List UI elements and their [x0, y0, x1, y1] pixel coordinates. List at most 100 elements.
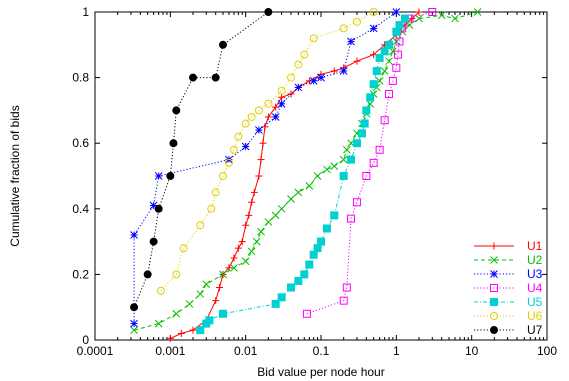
- series-u6: [156, 8, 378, 295]
- series-u5-point: [385, 40, 394, 49]
- series-u2-point: [313, 172, 322, 180]
- series-u2-point: [294, 188, 303, 197]
- series-u6-point: [224, 158, 233, 167]
- series-u2-point: [380, 67, 389, 75]
- series-u4-point: [395, 37, 404, 46]
- series-u6-point: [196, 221, 205, 230]
- series-u2-point: [202, 280, 211, 289]
- legend-marker: [490, 298, 498, 306]
- series-u1-point: [225, 264, 233, 272]
- legend-label: U3: [527, 267, 543, 281]
- series-u1-point: [257, 156, 265, 164]
- series-u2-point: [264, 218, 273, 226]
- series-u1-point: [264, 113, 272, 121]
- series-u2-point: [405, 21, 414, 29]
- series-u5-point: [309, 250, 318, 259]
- series-u6-point: [352, 17, 361, 26]
- series-u1-point: [278, 93, 286, 101]
- legend-marker: [490, 270, 498, 278]
- series-u7-point: [264, 8, 273, 16]
- series-u3-point: [154, 172, 163, 180]
- series-u5-point: [366, 93, 375, 102]
- series-u5-line: [199, 18, 406, 331]
- legend-label: U1: [527, 239, 543, 253]
- y-tick-label: 0.4: [72, 202, 89, 216]
- series-u2-point: [257, 227, 265, 236]
- series-u1-point: [415, 8, 423, 16]
- series-u2-point: [389, 47, 397, 56]
- series-u7-line: [133, 11, 269, 308]
- series-u2-point: [185, 300, 194, 308]
- series-u4-point: [302, 309, 311, 318]
- series-u3-point: [241, 142, 250, 151]
- series-u2-line: [133, 11, 478, 331]
- series-u6-point: [247, 112, 256, 121]
- series-u2-point: [277, 204, 286, 213]
- legend-item-u7: U7: [474, 323, 543, 337]
- series-u6-point: [172, 270, 181, 279]
- series-u1-point: [177, 329, 185, 337]
- series-u3-point: [271, 113, 280, 121]
- series-u4-point: [339, 296, 348, 305]
- series-u2-point: [196, 290, 205, 298]
- series-u3-point: [339, 67, 348, 75]
- series-u5-point: [322, 224, 331, 233]
- series-u1-point: [242, 221, 250, 229]
- series-u1-point: [255, 172, 263, 180]
- series-u2-point: [271, 211, 280, 220]
- legend-marker: [490, 326, 498, 334]
- series-u5-point: [218, 309, 227, 318]
- series-u5-point: [360, 119, 369, 128]
- legend-item-u2: U2: [474, 253, 543, 267]
- x-tick-label: 10: [465, 344, 479, 358]
- series-u3-point: [369, 24, 378, 33]
- series-u6-point: [156, 286, 165, 295]
- series-u5-point: [205, 316, 214, 325]
- series-u1-point: [238, 238, 246, 246]
- series-u5-point: [357, 129, 366, 138]
- series-u7-point: [149, 237, 158, 246]
- series-u2-point: [473, 8, 482, 16]
- x-tick-label: 0.001: [155, 344, 185, 358]
- series-u2-point: [305, 181, 314, 190]
- series-u5-point: [346, 155, 355, 164]
- series-u2-point: [451, 14, 459, 23]
- y-tick-label: 0.6: [72, 136, 89, 150]
- series-u7-point: [211, 73, 220, 82]
- series-u5-point: [294, 276, 303, 285]
- x-tick-label: 100: [537, 344, 557, 358]
- series-u3-point: [294, 83, 303, 92]
- plot-frame: [94, 11, 548, 341]
- series-u6-point: [241, 119, 250, 128]
- series-u6-point: [211, 188, 220, 197]
- series-u7-point: [154, 204, 163, 213]
- series-u7-point: [218, 40, 227, 49]
- legend-marker: [490, 284, 498, 292]
- series-u5-point: [395, 21, 404, 30]
- legend-label: U5: [527, 295, 543, 309]
- series-u5-point: [313, 244, 322, 253]
- legend-marker: [490, 242, 498, 250]
- series-u6-point: [218, 172, 227, 180]
- series-u4-point: [380, 116, 389, 125]
- series-u6-point: [234, 132, 243, 141]
- series-u6-point: [300, 50, 309, 59]
- series-u4-point: [428, 8, 437, 16]
- series-u7-point: [166, 172, 175, 180]
- series-u3-point: [277, 99, 286, 108]
- series-u6-point: [207, 204, 216, 213]
- legend-item-u3: U3: [474, 267, 543, 281]
- series-u4-point: [393, 50, 402, 59]
- series-u3-point: [130, 231, 138, 239]
- series-u2-point: [247, 247, 256, 256]
- series-u4-point: [369, 158, 378, 167]
- y-tick-label: 0: [82, 333, 89, 347]
- legend-marker: [490, 256, 498, 264]
- legend-item-u4: U4: [474, 281, 543, 295]
- series-u6-point: [369, 8, 378, 16]
- series-u5-point: [305, 260, 314, 269]
- y-tick-label: 0.8: [72, 71, 89, 85]
- series-u2-point: [287, 195, 295, 203]
- series-u3-point: [130, 319, 138, 328]
